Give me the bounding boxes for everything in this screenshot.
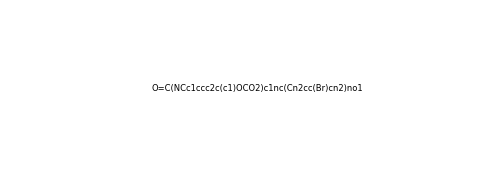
Text: O=C(NCc1ccc2c(c1)OCO2)c1nc(Cn2cc(Br)cn2)no1: O=C(NCc1ccc2c(c1)OCO2)c1nc(Cn2cc(Br)cn2)… xyxy=(151,84,362,93)
